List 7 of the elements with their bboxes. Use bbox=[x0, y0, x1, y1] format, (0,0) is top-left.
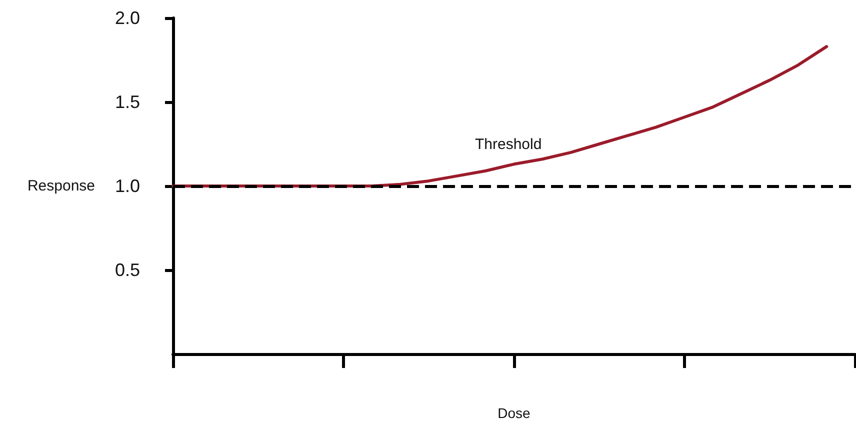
y-tick-label: 1.0 bbox=[114, 176, 140, 196]
y-tick-label: 0.5 bbox=[114, 260, 140, 280]
y-tick-label: 2.0 bbox=[114, 8, 140, 28]
y-axis-title: Response bbox=[27, 178, 95, 194]
annotation: Threshold bbox=[475, 136, 542, 153]
y-tick-label: 1.5 bbox=[114, 92, 140, 112]
x-axis-title: Dose bbox=[498, 405, 531, 421]
